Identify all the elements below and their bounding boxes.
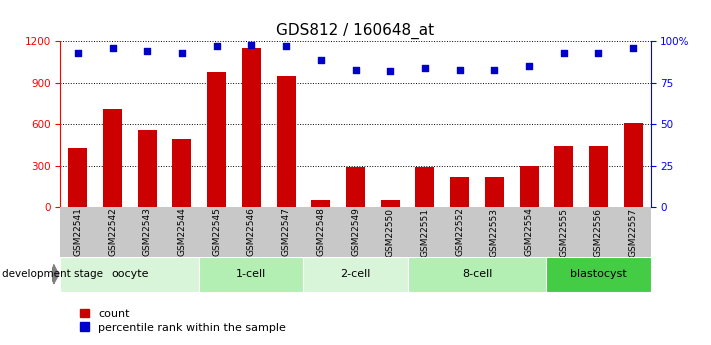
Text: GSM22550: GSM22550 [385,207,395,257]
Bar [207,72,226,207]
Point [558,50,570,56]
Bar [589,146,608,207]
Point [246,42,257,48]
Point [107,45,118,51]
Text: GSM22546: GSM22546 [247,208,256,256]
Text: GSM22541: GSM22541 [73,208,82,256]
Bar [547,257,651,292]
Text: GSM22542: GSM22542 [108,208,117,256]
Text: GSM22557: GSM22557 [629,207,638,257]
Text: GSM22556: GSM22556 [594,207,603,257]
Point [385,68,396,74]
Bar [380,200,400,207]
Point [628,45,639,51]
Point [523,63,535,69]
Text: oocyte: oocyte [111,269,149,279]
Point [350,67,361,72]
Text: GSM22547: GSM22547 [282,208,291,256]
Bar [520,166,539,207]
Bar [485,177,504,207]
Bar [311,200,331,207]
Text: GSM22554: GSM22554 [525,208,533,256]
Point [72,50,83,56]
Point [488,67,500,72]
Bar [242,48,261,207]
Text: GSM22553: GSM22553 [490,207,499,257]
Bar [199,257,304,292]
Bar [415,167,434,207]
Legend: count, percentile rank within the sample: count, percentile rank within the sample [80,309,286,333]
Text: GSM22549: GSM22549 [351,208,360,256]
Text: 8-cell: 8-cell [462,269,492,279]
Bar [68,148,87,207]
Point [419,65,431,71]
Text: GSM22545: GSM22545 [212,208,221,256]
Point [176,50,188,56]
Text: development stage: development stage [2,269,103,279]
Bar [60,257,199,292]
Bar [450,177,469,207]
Bar [407,257,547,292]
Text: GSM22548: GSM22548 [316,208,326,256]
Bar [624,123,643,207]
Text: GSM22552: GSM22552 [455,208,464,256]
Text: 1-cell: 1-cell [236,269,267,279]
Text: GSM22555: GSM22555 [560,207,568,257]
Point [141,49,153,54]
Point [280,43,292,49]
Point [211,43,223,49]
Bar [304,257,407,292]
Bar [138,130,156,207]
Title: GDS812 / 160648_at: GDS812 / 160648_at [277,22,434,39]
Text: GSM22544: GSM22544 [178,208,186,256]
Bar [346,167,365,207]
Bar [103,109,122,207]
Point [315,57,326,62]
Bar [277,76,296,207]
Text: GSM22543: GSM22543 [143,208,151,256]
Bar [172,139,191,207]
Point [593,50,604,56]
Text: blastocyst: blastocyst [570,269,627,279]
Text: GSM22551: GSM22551 [420,207,429,257]
Point [454,67,465,72]
Bar [555,146,573,207]
Text: 2-cell: 2-cell [341,269,370,279]
FancyArrow shape [52,265,59,284]
